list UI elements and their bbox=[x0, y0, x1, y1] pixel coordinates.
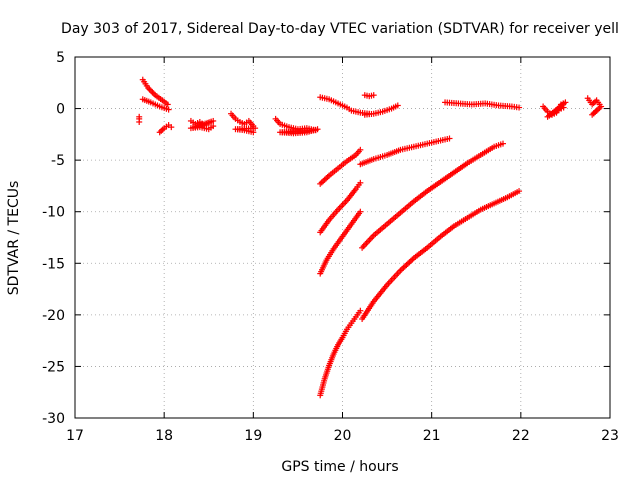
data-point-interp bbox=[158, 127, 165, 134]
y-axis-label: SDTVAR / TECUs bbox=[6, 181, 22, 296]
data-point bbox=[314, 126, 321, 133]
data-point bbox=[357, 307, 364, 314]
x-tick-label: 19 bbox=[244, 428, 262, 444]
chart-title: Day 303 of 2017, Sidereal Day-to-day VTE… bbox=[61, 21, 619, 37]
data-point-interp bbox=[320, 178, 327, 185]
data-point bbox=[164, 101, 171, 108]
data-point bbox=[168, 124, 175, 131]
data-point bbox=[394, 102, 401, 109]
data-point-interp bbox=[590, 100, 597, 107]
data-point-interp bbox=[407, 257, 414, 264]
data-point-interp bbox=[403, 262, 410, 269]
data-point-interp bbox=[400, 264, 407, 271]
y-tick-label: -25 bbox=[42, 359, 65, 375]
x-tick-label: 22 bbox=[512, 428, 530, 444]
y-tick-label: -15 bbox=[42, 256, 65, 272]
data-point-interp bbox=[406, 259, 413, 266]
y-tick-label: -5 bbox=[51, 153, 65, 169]
data-point-interp bbox=[404, 260, 411, 267]
plot-frame bbox=[74, 56, 611, 419]
data-point bbox=[156, 129, 163, 136]
axis-ticks: 17 18 19 20 21 22 23 5 0 -5 -10 -15 -20 -25 -30 bbox=[42, 50, 619, 444]
data-point bbox=[516, 188, 523, 195]
data-point-interp bbox=[592, 98, 599, 105]
x-tick-label: 17 bbox=[66, 428, 84, 444]
x-tick-label: 18 bbox=[155, 428, 173, 444]
data-points bbox=[136, 76, 605, 399]
y-tick-label: -10 bbox=[42, 205, 65, 221]
data-point bbox=[500, 140, 506, 147]
data-point-interp bbox=[398, 266, 405, 273]
data-point-interp bbox=[401, 263, 408, 270]
data-point bbox=[560, 104, 567, 111]
data-point-interp bbox=[323, 175, 330, 182]
data-point-interp bbox=[324, 173, 331, 180]
data-point-interp bbox=[146, 86, 153, 93]
data-point bbox=[370, 92, 377, 99]
data-point-interp bbox=[592, 109, 599, 116]
data-point bbox=[357, 179, 364, 186]
data-point bbox=[357, 208, 364, 215]
data-point bbox=[165, 106, 172, 113]
x-tick-label: 23 bbox=[601, 428, 619, 444]
data-point-interp bbox=[149, 89, 156, 96]
data-point bbox=[317, 180, 324, 187]
data-point bbox=[593, 107, 600, 114]
data-point bbox=[136, 118, 143, 125]
x-axis-label: GPS time / hours bbox=[281, 459, 398, 475]
x-tick-label: 20 bbox=[334, 428, 352, 444]
y-tick-label: 0 bbox=[56, 102, 65, 118]
data-point bbox=[589, 111, 596, 118]
y-tick-label: -30 bbox=[42, 411, 65, 427]
data-point-interp bbox=[150, 90, 157, 97]
y-tick-label: -20 bbox=[42, 308, 65, 324]
data-point-interp bbox=[595, 106, 602, 113]
data-point bbox=[210, 123, 217, 130]
y-tick-label: 5 bbox=[56, 50, 65, 66]
x-tick-label: 21 bbox=[423, 428, 441, 444]
data-point bbox=[250, 129, 257, 136]
data-point-interp bbox=[147, 87, 154, 94]
data-point bbox=[516, 104, 523, 111]
data-point-interp bbox=[590, 110, 597, 117]
data-point bbox=[357, 146, 364, 153]
data-point-interp bbox=[596, 104, 603, 111]
data-point-interp bbox=[321, 176, 328, 183]
data-point-interp bbox=[159, 126, 166, 133]
data-point-interp bbox=[318, 179, 325, 186]
data-point bbox=[446, 135, 453, 142]
